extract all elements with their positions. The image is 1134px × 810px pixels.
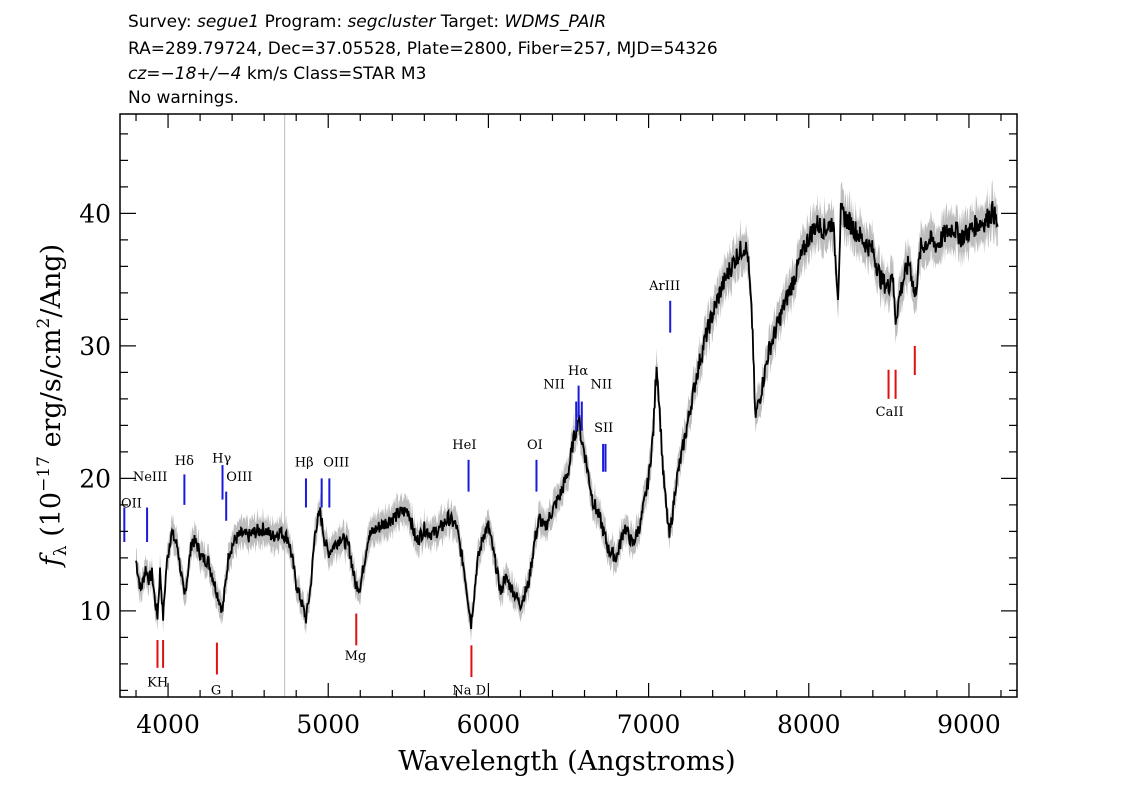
program-value: segcluster bbox=[347, 12, 436, 32]
header-line-4: No warnings. bbox=[128, 88, 239, 108]
survey-value: segue1 bbox=[197, 12, 259, 32]
x-axis-label: Wavelength (Angstroms) bbox=[398, 746, 735, 777]
emission-line-label: NII bbox=[591, 377, 613, 392]
error-band bbox=[136, 179, 998, 642]
line-markers bbox=[123, 300, 916, 678]
emission-line-label: OIII bbox=[323, 455, 349, 470]
header-line-3: cz=−18+/−4 km/s Class=STAR M3 bbox=[128, 64, 426, 84]
x-tick-label: 5000 bbox=[296, 710, 360, 739]
target-value: WDMS_PAIR bbox=[505, 12, 607, 32]
header-line-2: RA=289.79724, Dec=37.05528, Plate=2800, … bbox=[128, 39, 718, 59]
emission-line-label: OII bbox=[121, 497, 142, 512]
emission-line-label: OIII bbox=[226, 470, 252, 485]
emission-line-label: NII bbox=[543, 377, 565, 392]
y-tick-label: 10 bbox=[79, 597, 111, 626]
emission-line-label: OI bbox=[527, 438, 543, 453]
x-tick-label: 7000 bbox=[617, 710, 681, 739]
survey-label: Survey: bbox=[128, 12, 197, 32]
y-axis-label: fλ (10−17 erg/s/cm2/Ang) bbox=[34, 244, 71, 568]
absorption-line-label: Mg bbox=[345, 649, 367, 664]
spectrum-line bbox=[135, 200, 999, 629]
x-tick-label: 8000 bbox=[777, 710, 841, 739]
emission-line-label: Hγ bbox=[212, 451, 231, 466]
cz-label: cz bbox=[128, 64, 147, 84]
program-label: Program: bbox=[259, 12, 347, 32]
y-tick-label: 20 bbox=[79, 464, 111, 493]
header-line-1: Survey: segue1 Program: segcluster Targe… bbox=[128, 12, 606, 32]
x-tick-label: 9000 bbox=[937, 710, 1001, 739]
emission-line-label: Hβ bbox=[295, 455, 314, 470]
absorption-line-label: Na D bbox=[452, 683, 486, 698]
x-tick-label: 4000 bbox=[136, 710, 200, 739]
plot-frame bbox=[119, 113, 1018, 698]
emission-line-label: Hδ bbox=[175, 454, 194, 469]
emission-line-label: NeIII bbox=[133, 470, 167, 485]
plot-area bbox=[135, 114, 999, 697]
emission-line-label: Hα bbox=[568, 364, 588, 379]
emission-line-label: ArIII bbox=[648, 279, 680, 294]
emission-line-label: SII bbox=[594, 421, 613, 436]
absorption-line-label: CaII bbox=[876, 405, 904, 420]
header: Survey: segue1 Program: segcluster Targe… bbox=[128, 12, 718, 108]
y-tick-label: 40 bbox=[79, 199, 111, 228]
absorption-line-label: G bbox=[211, 683, 221, 698]
emission-line-label: HeI bbox=[452, 438, 476, 453]
cz-value: =−18+/−4 bbox=[146, 64, 241, 84]
absorption-line-label: KH bbox=[147, 675, 168, 690]
y-tick-label: 30 bbox=[79, 332, 111, 361]
x-tick-label: 6000 bbox=[457, 710, 521, 739]
axis-ticks bbox=[120, 114, 1017, 697]
target-label: Target: bbox=[435, 12, 504, 32]
cz-unit: km/s Class=STAR M3 bbox=[241, 64, 426, 84]
axis-tick-labels: 4000 5000 6000 7000 8000 9000 10 20 30 40 bbox=[79, 199, 1001, 739]
